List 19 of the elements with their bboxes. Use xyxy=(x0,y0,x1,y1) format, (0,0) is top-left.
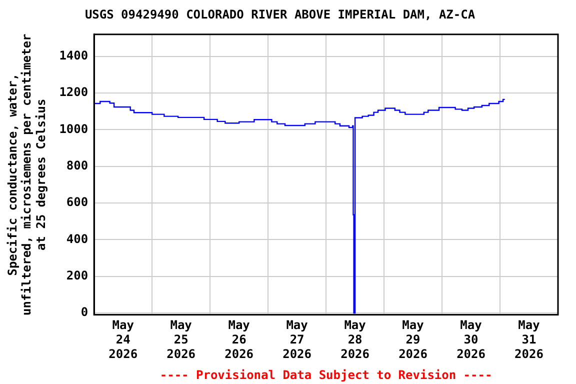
y-tick-label: 1200 xyxy=(59,85,88,100)
x-tick-label: May 26 2026 xyxy=(224,318,254,361)
y-tick-label: 1400 xyxy=(59,48,88,63)
x-tick-label: May 31 2026 xyxy=(514,318,544,361)
y-tick-label: 0 xyxy=(80,305,88,320)
chart-title: USGS 09429490 COLORADO RIVER ABOVE IMPERIAL DAM, AZ-CA xyxy=(84,7,476,22)
y-tick-label: 1000 xyxy=(59,122,88,136)
x-tick-label: May 24 2026 xyxy=(108,318,138,361)
y-tick-label: 200 xyxy=(66,268,88,282)
text: ---- Provisional Data Subject to Revision ---- xyxy=(160,368,492,382)
x-tick-label: May 29 2026 xyxy=(398,318,428,361)
x-tick-label: May 25 2026 xyxy=(166,318,196,361)
x-tick-label: May 28 2026 xyxy=(340,318,370,361)
x-tick-label: May 30 2026 xyxy=(456,318,486,361)
x-tick-label: May 27 2026 xyxy=(282,318,312,361)
y-tick-label: 800 xyxy=(66,158,88,172)
y-axis-title: Specific conductance, water, unfiltered, microsiemens per centimeter at 25 degrees Celsius xyxy=(5,34,48,316)
y-tick-label: 600 xyxy=(66,195,88,210)
y-tick-label: 400 xyxy=(66,232,88,246)
